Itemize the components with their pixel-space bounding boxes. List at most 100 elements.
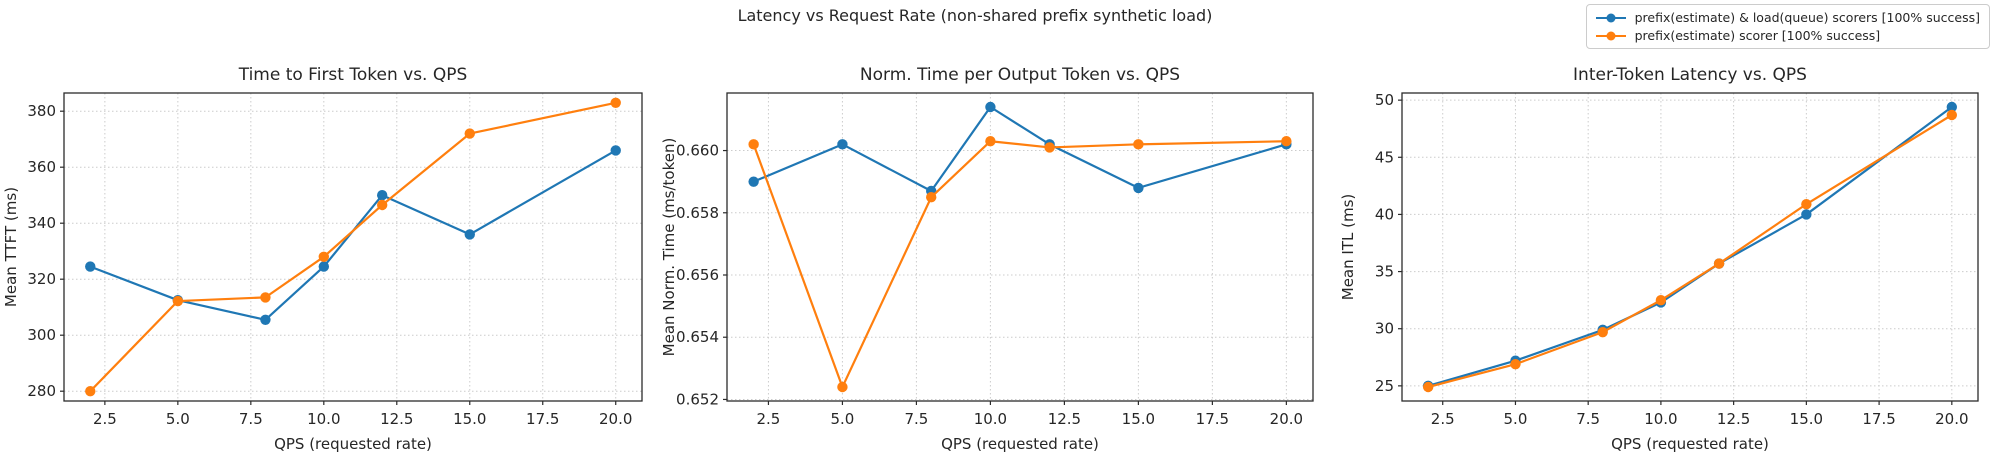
data-point-series-1: [1597, 326, 1608, 338]
data-point-series-1: [464, 128, 475, 139]
data-point-series-0: [260, 314, 271, 325]
data-point-series-1: [610, 97, 621, 108]
x-tick-label: 7.5: [239, 410, 263, 428]
chart-norm-time-svg: 2.5 5.0 7.5 10.0 12.5 15.0 17.5 20.0 0.652 0.654 0…: [660, 65, 1314, 453]
y-tick-label: 45: [1375, 148, 1394, 166]
data-point-series-1: [926, 192, 937, 203]
x-tick-label: 12.5: [1717, 410, 1750, 428]
x-tick-label: 20.0: [599, 410, 632, 428]
legend-label: prefix(estimate) scorer [100% success]: [1634, 28, 1881, 43]
chart-title: Time to First Token vs. QPS: [238, 65, 468, 85]
legend-line-marker-icon: [1595, 31, 1626, 40]
x-tick-label: 2.5: [93, 410, 117, 428]
y-tick-label: 280: [27, 382, 56, 400]
plot-border: [1401, 92, 1979, 402]
y-tick-label: 0.658: [676, 204, 719, 222]
series-line-1: [89, 101, 617, 393]
data-point-series-1: [85, 386, 96, 397]
data-point-series-1: [1422, 381, 1434, 393]
data-point-series-1: [1133, 139, 1144, 150]
x-tick-label: 17.5: [526, 410, 559, 428]
x-tick-label: 2.5: [757, 410, 781, 428]
x-tick-label: 12.5: [1048, 410, 1081, 428]
series-line-1: [752, 140, 1288, 389]
legend-line-marker-icon: [1595, 13, 1626, 22]
data-point-series-0: [837, 139, 848, 150]
x-tick-label: 20.0: [1935, 410, 1968, 428]
data-point-series-1: [985, 136, 996, 147]
x-tick-label: 5.0: [1504, 410, 1528, 428]
chart-norm-time-vs-qps: 2.5 5.0 7.5 10.0 12.5 15.0 17.5 20.0 0.652 0.654 0…: [660, 40, 1333, 458]
data-point-series-0: [376, 190, 388, 201]
plot-border: [726, 92, 1314, 402]
x-tick-label: 7.5: [1576, 410, 1600, 428]
y-tick-label: 360: [27, 158, 56, 176]
data-point-series-1: [1510, 358, 1521, 370]
series-line-1: [1427, 113, 1953, 389]
series-line-0: [752, 105, 1288, 193]
legend-label: prefix(estimate) & load(queue) scorers […: [1634, 10, 1980, 25]
x-axis-label: QPS (requested rate): [274, 435, 432, 453]
y-tick-label: 0.660: [676, 142, 719, 160]
chart-itl-svg: 2.5 5.0 7.5 10.0 12.5 15.0 17.5 20.0 25 30 35 40 45 5…: [1339, 65, 1979, 453]
plot-border: [63, 92, 643, 402]
x-tick-label: 12.5: [380, 410, 413, 428]
y-tick-label: 35: [1375, 263, 1394, 281]
y-axis-label: Mean ITL (ms): [1339, 194, 1357, 300]
data-point-series-0: [985, 101, 996, 113]
legend-item: prefix(estimate) scorer [100% success]: [1594, 27, 1980, 44]
data-point-series-1: [1044, 142, 1055, 153]
data-point-series-0: [1946, 101, 1958, 113]
chart-title: Inter-Token Latency vs. QPS: [1573, 65, 1807, 85]
data-point-series-1: [318, 251, 330, 262]
y-tick-label: 40: [1375, 205, 1394, 223]
x-tick-label: 15.0: [1122, 410, 1155, 428]
data-point-series-1: [1655, 294, 1667, 306]
y-tick-label: 0.656: [676, 266, 719, 284]
y-tick-label: 300: [27, 326, 56, 344]
data-point-series-0: [85, 261, 96, 272]
y-axis-label: Mean Norm. Time (ms/token): [660, 138, 678, 357]
data-point-series-0: [748, 176, 759, 187]
data-point-series-0: [464, 229, 475, 240]
x-tick-label: 5.0: [830, 410, 854, 428]
x-tick-label: 10.0: [307, 410, 340, 428]
data-point-series-1: [172, 295, 184, 307]
data-point-series-1: [1713, 258, 1725, 269]
x-tick-label: 5.0: [166, 410, 190, 428]
data-point-series-1: [260, 292, 271, 303]
chart-itl-vs-qps: 2.5 5.0 7.5 10.0 12.5 15.0 17.5 20.0 25 30 35 40 45 5…: [1333, 40, 1999, 458]
x-tick-label: 10.0: [974, 410, 1007, 428]
figure-title: Latency vs Request Rate (non-shared pref…: [737, 6, 1213, 25]
legend: prefix(estimate) & load(queue) scorers […: [1585, 4, 1990, 49]
x-tick-label: 2.5: [1431, 410, 1455, 428]
series-line-0: [1427, 105, 1953, 387]
y-tick-label: 25: [1375, 377, 1394, 395]
x-tick-label: 17.5: [1862, 410, 1895, 428]
x-tick-label: 15.0: [453, 410, 486, 428]
data-point-series-1: [1946, 109, 1958, 121]
data-point-series-1: [1281, 136, 1292, 147]
y-axis-label: Mean TTFT (ms): [2, 187, 20, 307]
y-tick-label: 30: [1375, 320, 1394, 338]
y-tick-label: 0.652: [676, 390, 719, 408]
data-point-series-1: [1801, 198, 1812, 210]
y-tick-label: 50: [1375, 91, 1394, 109]
data-point-series-1: [748, 139, 759, 150]
legend-item: prefix(estimate) & load(queue) scorers […: [1594, 9, 1980, 26]
data-point-series-0: [1133, 182, 1144, 194]
x-axis-label: QPS (requested rate): [1611, 435, 1769, 453]
x-tick-label: 17.5: [1196, 410, 1229, 428]
x-axis-label: QPS (requested rate): [941, 435, 1099, 453]
series-line-0: [89, 149, 617, 321]
x-tick-label: 10.0: [1644, 410, 1677, 428]
data-point-series-1: [376, 199, 388, 211]
y-tick-label: 380: [27, 102, 56, 120]
y-tick-label: 340: [27, 214, 56, 232]
chart-title: Norm. Time per Output Token vs. QPS: [860, 65, 1180, 85]
data-point-series-0: [318, 261, 330, 272]
data-point-series-0: [610, 145, 621, 156]
y-tick-label: 320: [27, 270, 56, 288]
y-tick-label: 0.654: [676, 328, 719, 346]
